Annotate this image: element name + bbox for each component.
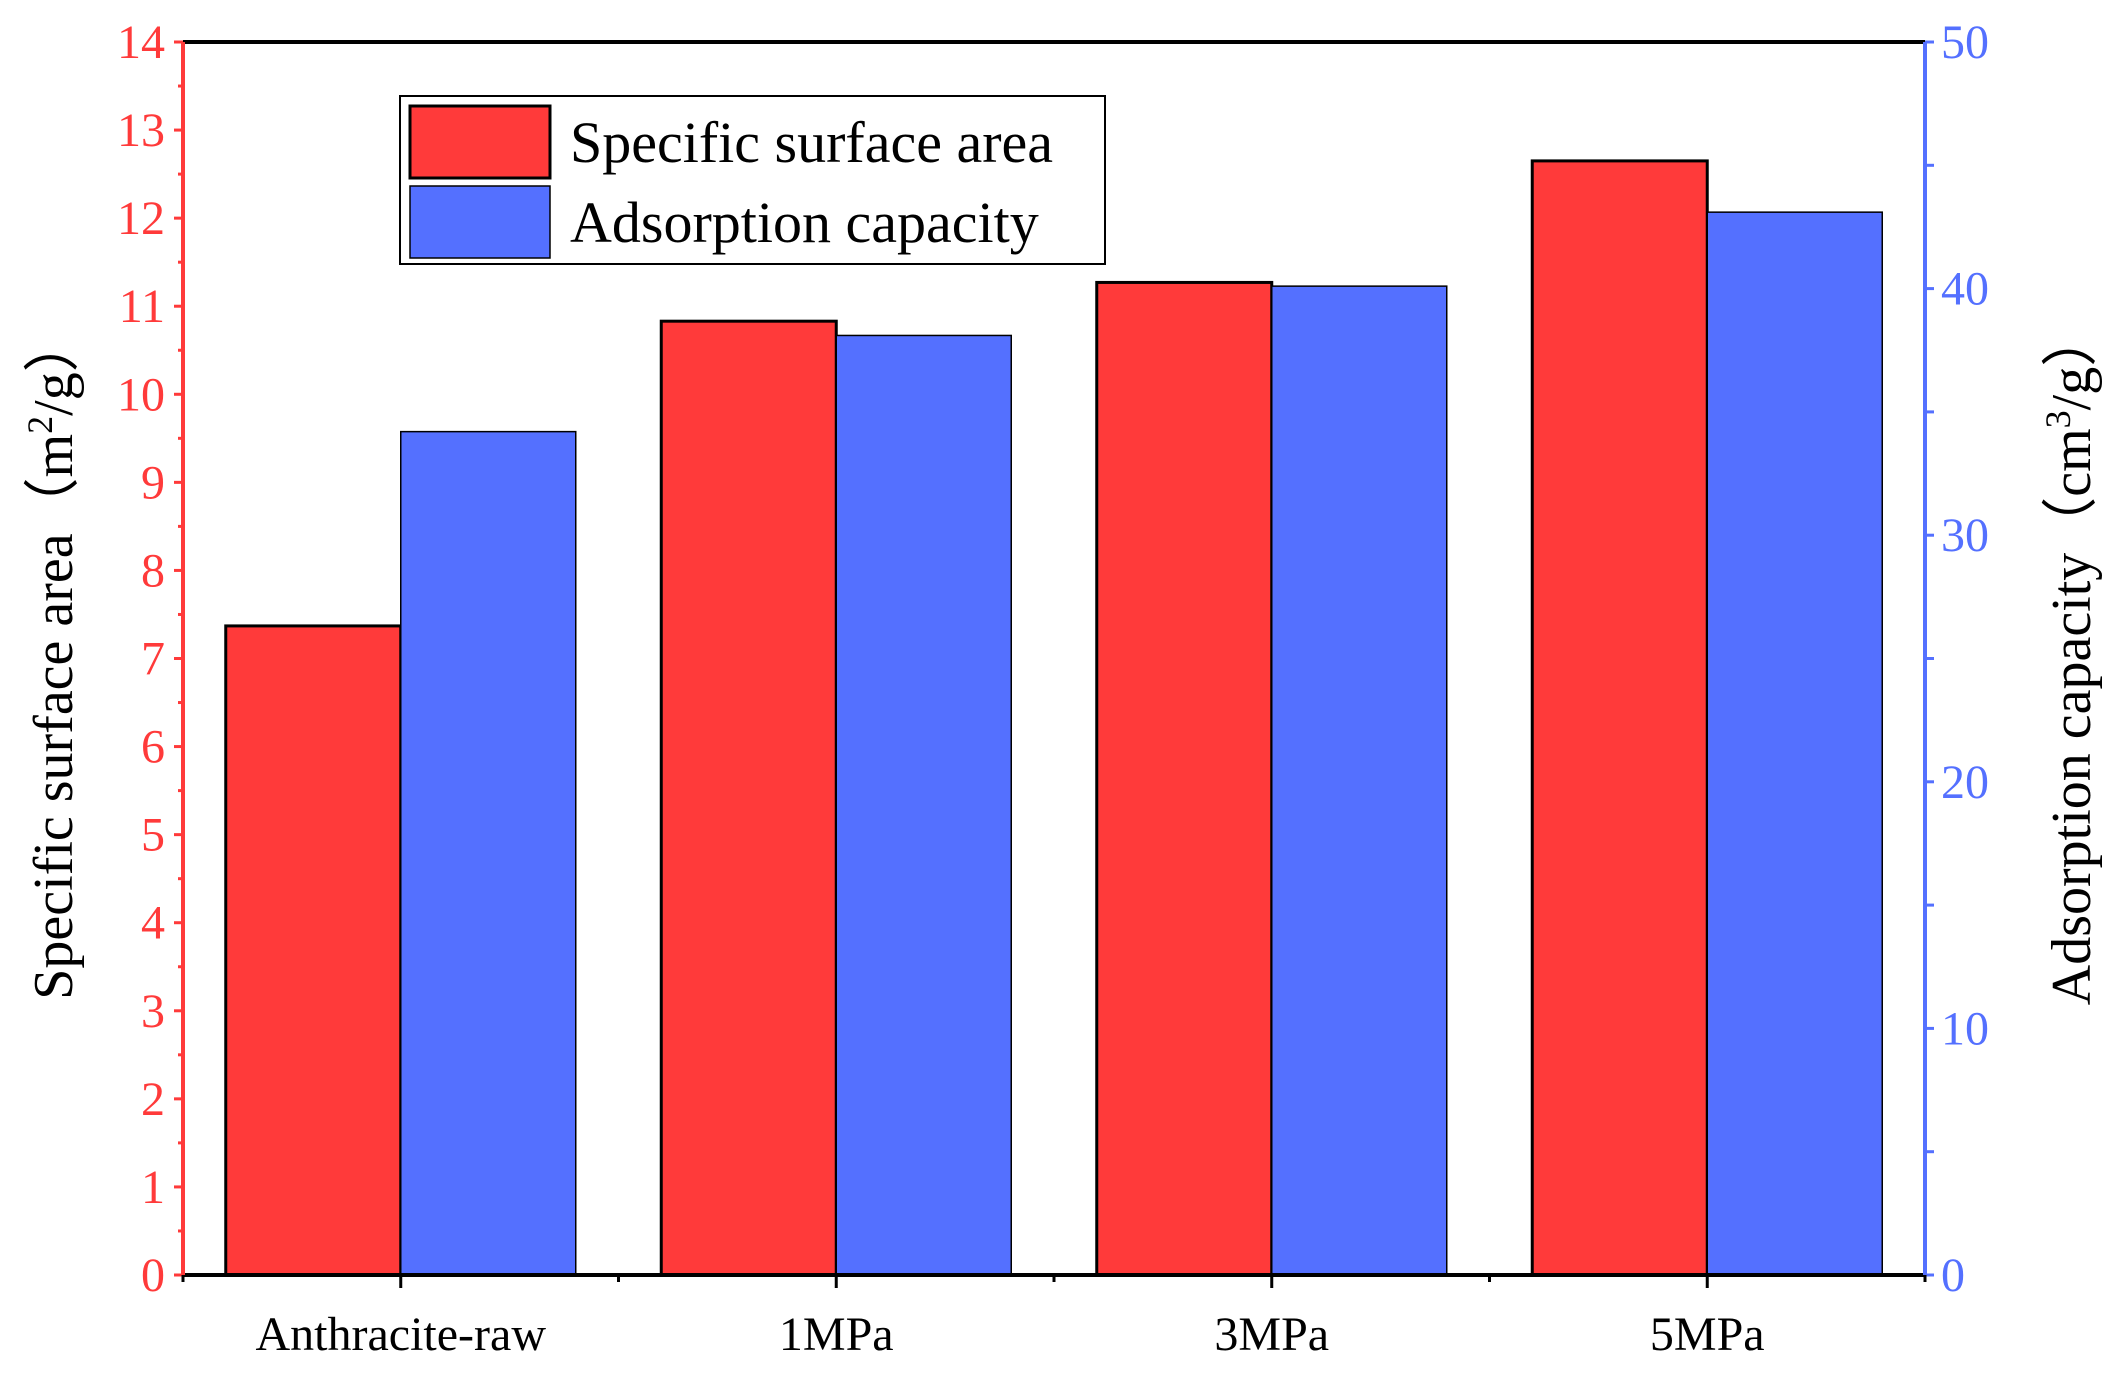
x-tick-label: 3MPa [1214, 1308, 1329, 1361]
left-tick-label: 2 [141, 1073, 165, 1126]
left-axis-title: Specific surface area（m2/g） [20, 316, 85, 999]
left-tick-label: 13 [117, 104, 165, 157]
bars-group [224, 159, 1883, 1277]
left-tick-label: 8 [141, 544, 165, 597]
x-tick-label: Anthracite-raw [255, 1308, 546, 1361]
left-tick-label: 9 [141, 456, 165, 509]
bar-adsorption-capacity-1mpa [835, 334, 1012, 1276]
right-tick-label: 0 [1941, 1249, 1965, 1302]
legend-label-adsorption-capacity: Adsorption capacity [570, 190, 1039, 255]
left-tick-label: 3 [141, 985, 165, 1038]
left-tick-label: 10 [117, 368, 165, 421]
legend-swatch-adsorption-capacity [409, 185, 551, 259]
left-tick-label: 7 [141, 633, 165, 686]
x-tick-label: 1MPa [779, 1308, 894, 1361]
right-tick-label: 50 [1941, 16, 1989, 69]
x-tick-label: 5MPa [1650, 1308, 1765, 1361]
legend-label-specific-surface-area: Specific surface area [570, 110, 1053, 175]
left-tick-label: 12 [117, 192, 165, 245]
left-tick-label: 4 [141, 897, 165, 950]
bar-specific-surface-area-3mpa [1095, 280, 1274, 1277]
bar-adsorption-capacity-3mpa [1271, 285, 1448, 1276]
bar-specific-surface-area-anthracite-raw [224, 624, 403, 1277]
bar-adsorption-capacity-5mpa [1706, 211, 1883, 1276]
right-tick-label: 40 [1941, 263, 1989, 316]
bar-specific-surface-area-1mpa [659, 319, 838, 1277]
bar-specific-surface-area-5mpa [1530, 159, 1709, 1277]
x-axis-ticks: Anthracite-raw 1MPa 3MPa 5MPa [181, 1275, 1927, 1361]
legend-swatch-specific-surface-area [408, 104, 552, 180]
left-tick-label: 5 [141, 809, 165, 862]
right-tick-label: 20 [1941, 756, 1989, 809]
legend: Specific surface area Adsorption capacit… [399, 95, 1106, 265]
left-tick-label: 6 [141, 721, 165, 774]
right-tick-label: 30 [1941, 509, 1989, 562]
left-tick-label: 1 [141, 1161, 165, 1214]
right-axis-title: Adsorption capacity（cm3/g） [2038, 311, 2103, 1006]
right-tick-label: 10 [1941, 1002, 1989, 1055]
right-axis-ticks: 0 10 20 30 40 50 [1925, 16, 1989, 1302]
left-tick-label: 14 [117, 16, 165, 69]
left-tick-label: 0 [141, 1249, 165, 1302]
bar-adsorption-capacity-anthracite-raw [400, 430, 577, 1276]
left-tick-label: 11 [119, 280, 165, 333]
